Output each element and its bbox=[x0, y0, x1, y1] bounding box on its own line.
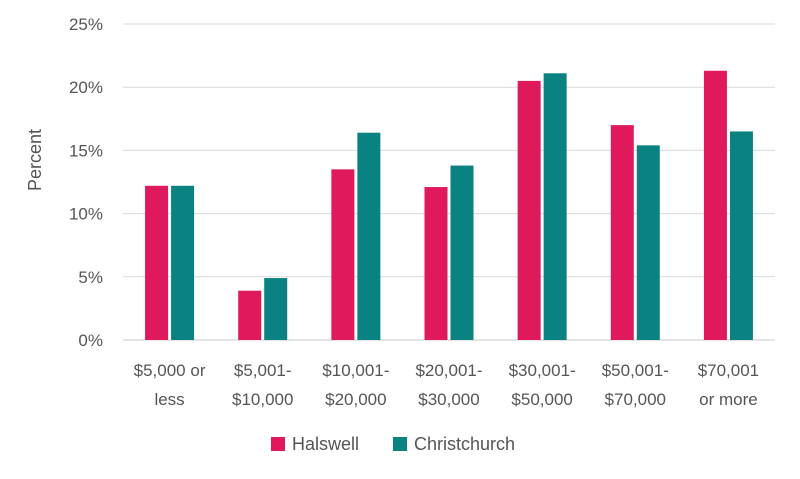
y-tick-label: 20% bbox=[69, 78, 103, 97]
y-axis-label: Percent bbox=[25, 129, 45, 191]
bar-christchurch bbox=[729, 131, 753, 340]
x-category-label: or more bbox=[699, 390, 758, 409]
legend-label-halswell: Halswell bbox=[292, 434, 359, 454]
bar-halswell bbox=[703, 70, 727, 340]
y-tick-label: 15% bbox=[69, 141, 103, 160]
bar-halswell bbox=[145, 185, 169, 340]
bar-halswell bbox=[238, 290, 262, 340]
x-category-label: $50,001- bbox=[602, 361, 669, 380]
y-tick-label: 10% bbox=[69, 205, 103, 224]
x-category-label: $70,000 bbox=[605, 390, 666, 409]
y-tick-label: 25% bbox=[69, 15, 103, 34]
x-category-label: $5,000 or bbox=[134, 361, 206, 380]
bars bbox=[145, 70, 753, 341]
bar-christchurch bbox=[543, 73, 567, 341]
bar-christchurch bbox=[636, 145, 660, 340]
y-tick-label: 0% bbox=[78, 331, 103, 350]
bar-halswell bbox=[424, 187, 448, 340]
x-category-label: $50,000 bbox=[511, 390, 572, 409]
bar-christchurch bbox=[357, 132, 381, 340]
x-category-label: $70,001 bbox=[698, 361, 759, 380]
bar-christchurch bbox=[264, 278, 288, 340]
legend-label-christchurch: Christchurch bbox=[414, 434, 515, 454]
x-category-label: $10,000 bbox=[232, 390, 293, 409]
bar-christchurch bbox=[450, 165, 474, 340]
legend: Halswell Christchurch bbox=[271, 434, 515, 454]
bar-halswell bbox=[331, 169, 355, 340]
x-category-label: $5,001- bbox=[234, 361, 292, 380]
legend-swatch-christchurch bbox=[393, 437, 407, 451]
x-category-label: $10,001- bbox=[322, 361, 389, 380]
bar-halswell bbox=[517, 80, 541, 340]
x-axis-categories: $5,000 or less $5,001- $10,000 $10,001- $20,0… bbox=[134, 361, 760, 409]
bar-christchurch bbox=[171, 185, 195, 340]
legend-swatch-halswell bbox=[271, 437, 285, 451]
y-axis-ticks: 0% 5% 10% 15% 20% 25% bbox=[69, 15, 103, 350]
x-category-label: less bbox=[154, 390, 184, 409]
bar-halswell bbox=[610, 125, 634, 341]
gridlines bbox=[123, 23, 775, 341]
y-tick-label: 5% bbox=[78, 268, 103, 287]
x-category-label: $20,000 bbox=[325, 390, 386, 409]
x-category-label: $30,000 bbox=[418, 390, 479, 409]
x-category-label: $20,001- bbox=[415, 361, 482, 380]
x-category-label: $30,001- bbox=[509, 361, 576, 380]
